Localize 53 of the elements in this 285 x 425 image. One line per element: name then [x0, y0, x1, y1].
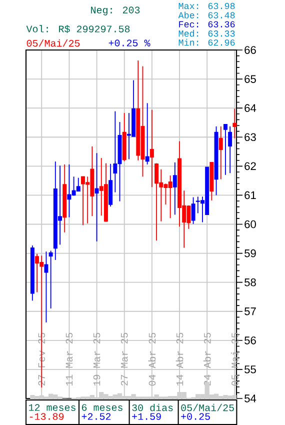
candlestick — [228, 126, 232, 174]
candlestick — [218, 126, 223, 180]
text: 05/Mai/25 — [26, 39, 80, 47]
y-tick-label: 62 — [244, 162, 256, 170]
text: +2.52 — [82, 413, 111, 420]
candlestick — [172, 162, 177, 216]
candlestick — [94, 152, 99, 242]
candlestick — [35, 253, 40, 293]
x-tick-label: 04 Abr 25 — [148, 332, 156, 386]
text: Neg: 203 — [91, 6, 140, 16]
text: Fec: 63.36 — [179, 21, 235, 28]
y-tick-label: 60 — [244, 220, 256, 228]
text: Min: 62.96 — [178, 38, 235, 46]
bar — [214, 394, 219, 400]
y-tick-label: 56 — [244, 336, 256, 344]
candlestick — [223, 124, 228, 176]
candlestick — [191, 196, 196, 224]
y-tick-label: 59 — [244, 249, 256, 258]
y-tick-label: 66 — [244, 46, 256, 54]
y-tick-label: 64 — [244, 104, 256, 112]
y-tick-label: 65 — [244, 75, 256, 83]
x-tick-label: 05 Mai 25 — [230, 332, 238, 386]
y-tick-label: 55 — [244, 366, 256, 374]
text: Med: 63.33 — [178, 30, 235, 37]
candlestick — [145, 102, 150, 165]
candlestick — [48, 250, 53, 309]
y-tick-label: 63 — [244, 133, 256, 142]
bar — [30, 395, 35, 400]
candlestick — [44, 251, 48, 323]
candlestick — [113, 110, 118, 193]
bar — [117, 393, 122, 400]
text: +0.25 — [181, 413, 210, 420]
text: 05/Mai/25 — [181, 404, 234, 412]
text: 6 meses — [82, 404, 122, 411]
text: -13.89 — [30, 413, 64, 420]
x-tick-label: 11 Mar 25 — [66, 332, 73, 386]
text: Max: 63.98 — [178, 2, 235, 10]
y-tick-label: 61 — [244, 191, 256, 200]
text: +1.59 — [132, 413, 161, 420]
x-tick-label: 27 Mar 25 — [120, 332, 128, 386]
x-tick-label: 14 Abr 25 — [176, 332, 184, 386]
y-tick-label: 57 — [244, 308, 256, 316]
text: 30 dias — [132, 404, 173, 412]
text: Abe: 63.48 — [178, 12, 235, 18]
text: 12 meses — [28, 404, 76, 411]
text: +0.25 % — [108, 40, 150, 46]
candlestick — [150, 109, 154, 188]
candlestick — [76, 177, 80, 192]
x-tick-label: 19 Mar 25 — [93, 332, 100, 386]
text: Vol: R$ 299297.58 — [26, 25, 130, 33]
y-tick-label: 58 — [244, 278, 256, 286]
candlestick — [154, 162, 159, 241]
y-tick-label: 54 — [244, 394, 256, 402]
